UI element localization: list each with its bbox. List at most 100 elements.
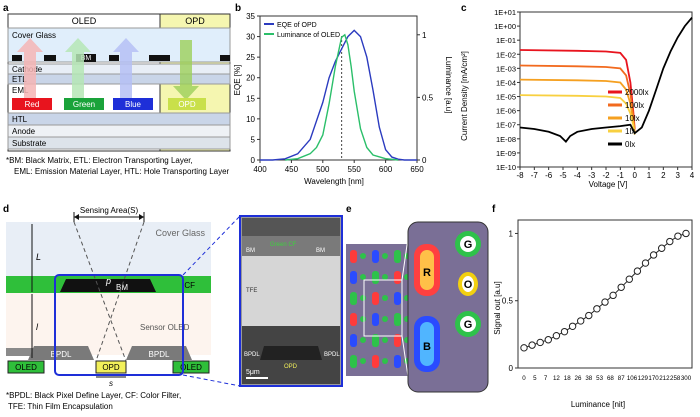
blue-pixel-label: Blue [125, 100, 142, 109]
bpdl-right-label: BPDL [149, 350, 170, 359]
panel-label-f: f [492, 204, 496, 215]
green-pixel-label: Green [73, 100, 95, 109]
chart-b-ytick-label: 30 [246, 33, 255, 42]
chart-f-point [609, 291, 617, 300]
chart-f-point [560, 327, 569, 336]
green-subpixel-top-core [460, 236, 476, 252]
pixel-array-photo [346, 244, 414, 376]
pixel-array-dots [350, 250, 410, 368]
panel-a: a OLED OPD Cover Glass BM Cathode ETL EM… [0, 0, 235, 190]
pixel-dot [360, 337, 366, 343]
panel-b: b Wavelength [nm] EQE [%] Luminance [a.u… [232, 0, 454, 195]
chart-c-xtick-label: 3 [675, 171, 680, 180]
pixel-dot [350, 292, 357, 305]
panel-c: c Current Density [mA/cm²] Voltage [V] 1… [458, 0, 700, 195]
chart-c-series-line [519, 64, 636, 132]
chart-c-ytick-label: 1E-08 [496, 135, 516, 144]
pixel-dot [372, 355, 379, 368]
pixel-dot [360, 358, 366, 364]
chart-f-xtick-label: 53 [596, 375, 603, 382]
chart-b-ytick-label: 0 [251, 156, 256, 165]
chart-b-ytick-label: 15 [246, 94, 255, 103]
chart-c-ytick-label: 1E-04 [496, 78, 516, 87]
chart-c-ytick-label: 1E+00 [494, 22, 516, 31]
chart-c-ytick-label: 1E-02 [496, 50, 516, 59]
htl-label: HTL [12, 115, 28, 124]
pixel-dot [372, 292, 379, 305]
chart-b-xtick-label: 550 [348, 165, 362, 174]
chart-f-xtick-label: 212 [659, 375, 670, 382]
sem-bm-right: BM [316, 248, 325, 254]
chart-f-xtick-label: 18 [564, 375, 571, 382]
blue-subpixel-label: B [423, 341, 431, 353]
sem-bpdl-left: BPDL [244, 352, 260, 358]
chart-b-ylabel: EQE [%] [233, 65, 242, 96]
green-emission-arrow [65, 38, 91, 98]
panel-a-caption-2: EML: Emission Material Layer, HTL: Hole … [14, 167, 230, 176]
chart-f-ylabel: Signal out [a.u] [493, 281, 502, 334]
chart-c-legend-label: 2000lx [625, 88, 649, 97]
chart-b-xtick-label: 600 [379, 165, 393, 174]
etl-layer [7, 73, 231, 85]
sensor-oled-label: Sensor OLED [140, 323, 190, 332]
pixel-dot [350, 250, 357, 263]
panel-a-caption-1: *BM: Black Matrix, ETL: Electron Transpo… [6, 156, 193, 165]
pixel-dot [372, 271, 379, 284]
bm-block [76, 54, 96, 62]
chart-f-point [577, 317, 585, 325]
chart-f-point [601, 298, 609, 306]
current-density-chart: c Current Density [mA/cm²] Voltage [V] 1… [460, 3, 695, 189]
d-p-label: p [105, 276, 111, 286]
chart-b-xlabel: Wavelength [nm] [304, 177, 364, 186]
bpdl-left [28, 346, 94, 360]
chart-f-frame [517, 219, 693, 369]
bpdl-left-label: BPDL [51, 350, 72, 359]
htl-layer [7, 112, 231, 126]
chart-f-xtick-label: 26 [575, 375, 582, 382]
pixel-dot [394, 313, 401, 326]
chart-c-xtick-label: -2 [602, 171, 610, 180]
chart-c-xtick-label: -7 [531, 171, 539, 180]
chart-f-point [674, 232, 682, 240]
panel-e-diagram: e R B G O G [346, 204, 489, 393]
chart-f-xtick-label: 38 [585, 375, 592, 382]
pixel-dot [394, 271, 401, 284]
chart-c-series-line [519, 94, 636, 135]
pixel-dot [382, 295, 388, 301]
panel-d-caption-1: *BPDL: Black Pixel Define Layer, CF: Col… [6, 391, 181, 400]
panel-label-e: e [346, 204, 352, 215]
oled-left-block [7, 360, 45, 374]
sem-bpdl-right: BPDL [324, 352, 340, 358]
red-subpixel-label: R [423, 267, 431, 279]
pixel-dot [350, 355, 357, 368]
bm-block [220, 55, 230, 61]
zoom-box [363, 279, 403, 337]
chart-b-ytick-label: 20 [246, 74, 255, 83]
chart-c-legend-label: 100lx [625, 101, 644, 110]
pixel-dot [360, 253, 366, 259]
chart-f-point [633, 267, 642, 275]
sem-tfe-band [242, 256, 340, 326]
chart-c-frame [519, 11, 693, 168]
chart-b-ytick-label: 25 [246, 53, 255, 62]
chart-f-point [617, 283, 625, 291]
panel-e: e R B G O G [344, 200, 492, 412]
sem-green-cf: Green CF [270, 242, 297, 248]
opd-subpixel-label: O [464, 279, 473, 291]
sem-top-band [242, 218, 340, 236]
chart-f-xtick-label: 129 [638, 375, 649, 382]
s-label: s [109, 379, 113, 388]
opd-subpixel-core [462, 276, 474, 292]
red-pixel [12, 98, 52, 110]
panel-d-caption-2: TFE: Thin Film Encapsulation [8, 402, 113, 411]
chart-c-ytick-label: 1E-10 [496, 163, 516, 172]
panel-d: d Cover Glass Sensing Area(S) CF BM p Se… [0, 200, 360, 412]
chart-c-legend-label: 10lx [625, 114, 640, 123]
chart-f-xtick-label: 170 [648, 375, 659, 382]
panel-d-diagram: d Cover Glass Sensing Area(S) CF BM p Se… [3, 204, 343, 411]
sem-tfe: TFE [246, 288, 257, 294]
chart-c-legend-label: 1lx [625, 127, 635, 136]
chart-f-xtick-label: 0 [522, 375, 526, 382]
chart-c-ytick-label: 1E-01 [496, 36, 516, 45]
pixel-dot [372, 334, 379, 347]
